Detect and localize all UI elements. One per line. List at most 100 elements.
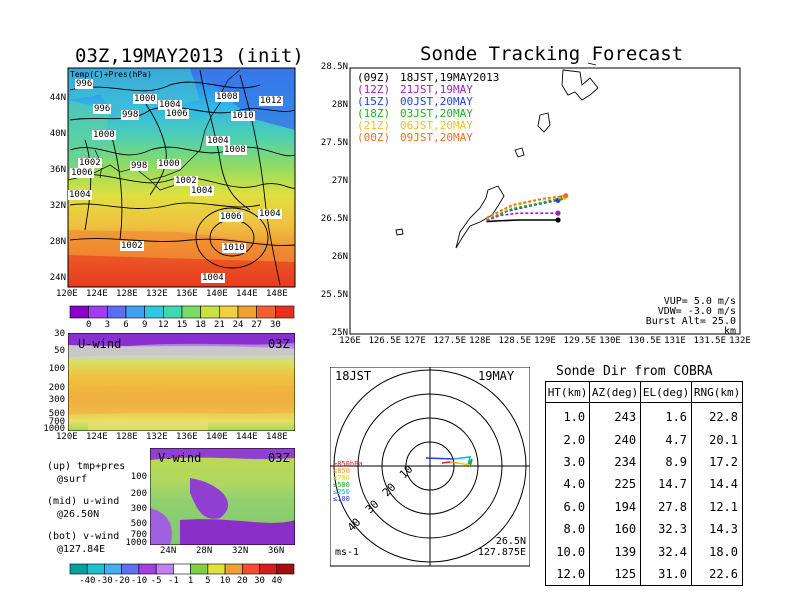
legend-label: 09JST,20MAY: [400, 131, 473, 144]
cell-el: 27.8: [640, 495, 693, 518]
isobar-label: 1004: [206, 136, 230, 146]
legend-code: (15Z): [357, 95, 391, 108]
vwind-y-tick: 500: [130, 519, 147, 529]
lat-tick: 40N: [49, 129, 66, 139]
cell-ht: 8.0: [544, 517, 591, 541]
track-series-line: [486, 194, 566, 219]
uwind-x-tick: 124E: [86, 432, 108, 442]
polar-rings: [330, 367, 530, 566]
cell-ht: 3.0: [544, 450, 591, 474]
legend-label: 00JST,20MAY: [400, 95, 473, 108]
track-title: Sonde Tracking Forecast: [420, 43, 684, 65]
cobra-title: Sonde Dir from COBRA: [556, 364, 713, 379]
cell-el: 4.7: [640, 428, 693, 451]
isobar-label: 1004: [158, 100, 182, 110]
cobra-row: 8.0 160 32.3 14.3: [544, 517, 743, 541]
cobra-row: 3.0 234 8.9 17.2: [544, 450, 743, 474]
uwind-x-tick: 144E: [236, 432, 258, 442]
level-legend-item: ≤100: [333, 495, 350, 503]
lat-tick: 32N: [49, 201, 66, 211]
track-lat-tick: 26.5N: [320, 214, 348, 224]
colorbar-tick: -10: [130, 576, 148, 586]
track-lon-tick: 127E: [404, 336, 426, 346]
colorbar-tick: 20: [236, 576, 248, 586]
colorbar-tick: 6: [123, 320, 129, 330]
isobar-lines: [69, 69, 296, 286]
uwind-x-tick: 132E: [146, 432, 168, 442]
uwind-x-tick: 148E: [266, 432, 288, 442]
level-legend-item: ≤700: [333, 474, 350, 482]
isobar-label: 1004: [190, 186, 214, 196]
vwind-y-tick: 100: [130, 472, 147, 482]
track-lines: [486, 193, 569, 223]
vwind-time: 03Z: [268, 451, 290, 465]
cell-rng: 17.2: [691, 450, 743, 474]
polar-lat: 26.5N: [495, 536, 526, 547]
isobar-label: 996: [93, 104, 112, 114]
colorbar-tick: 18: [195, 320, 207, 330]
cobra-table: HT(km) AZ(deg) EL(deg) RNG(km) 1.0 243 1.6…: [544, 381, 743, 587]
isobar-label: 996: [75, 79, 94, 89]
note-bot: (bot) v-wind: [47, 531, 120, 542]
lon-tick: 144E: [236, 289, 258, 299]
cell-el: 31.0: [640, 562, 693, 587]
lat-tick: 36N: [49, 165, 66, 175]
isobar-label: 1002: [78, 158, 102, 168]
lon-tick: 128E: [116, 289, 138, 299]
isobar-label: 1002: [120, 241, 144, 251]
isobar-label: 1004: [68, 190, 92, 200]
col-rng: RNG(km): [691, 381, 743, 403]
cell-el: 32.4: [640, 540, 693, 563]
lon-tick: 140E: [206, 289, 228, 299]
track-lat-tick: 26N: [331, 252, 348, 262]
track-series-line: [486, 197, 562, 221]
map-title: 03Z,19MAY2013 (init): [75, 45, 304, 67]
legend-code: (09Z): [357, 71, 391, 84]
colorbar-tick: 21: [213, 320, 225, 330]
level-legend-item: ≤850: [333, 467, 350, 475]
legend-code: (00Z): [357, 131, 391, 144]
cell-az: 234: [589, 450, 642, 474]
cell-rng: 20.1: [691, 428, 743, 451]
track-lat-tick: 28.5N: [320, 62, 348, 72]
colorbar-tick: 24: [232, 320, 244, 330]
track-series-line: [486, 196, 565, 220]
track-lon-tick: 128E: [469, 336, 491, 346]
colorbar-tick: -40: [79, 576, 96, 586]
isobar-label: 998: [130, 161, 149, 171]
level-legend-item: ≤500: [333, 481, 350, 489]
track-lon-tick: 128.5E: [498, 336, 532, 346]
cell-az: 194: [589, 495, 642, 518]
track-lon-tick: 129E: [534, 336, 556, 346]
isobar-label: 1010: [222, 243, 246, 253]
cell-az: 240: [589, 428, 642, 451]
legend-code: (18Z): [357, 107, 391, 120]
uwind-y-tick: 50: [54, 346, 65, 356]
cell-az: 243: [589, 402, 642, 429]
colorbar-tick: 30: [254, 576, 265, 586]
colorbar-tick: 9: [141, 320, 148, 330]
isobar-label: 1006: [70, 168, 94, 178]
track-lon-tick: 130E: [599, 336, 621, 346]
uwind-x-tick: 136E: [176, 432, 198, 442]
colorbar-tick: 3: [104, 320, 111, 330]
track-lat-tick: 27N: [331, 176, 348, 186]
param-burst: Burst Alt= 25.0 km: [645, 316, 736, 337]
col-az: AZ(deg): [589, 381, 642, 403]
panel-notes: (up) tmp+pres @surf (mid) u-wind @26.50N…: [47, 460, 125, 556]
track-series-end-point: [563, 193, 569, 199]
track-series-end-point: [555, 217, 561, 223]
colorbar-tick: -30: [96, 576, 113, 586]
track-lon-tick: 131.5E: [693, 336, 727, 346]
legend-label: 18JST,19MAY2013: [400, 71, 500, 84]
track-series-line: [486, 212, 558, 222]
uwind-y-tick: 1000: [43, 424, 65, 434]
vwind-x-tick: 36N: [268, 546, 285, 556]
track-series-end-point: [555, 210, 561, 216]
legend-label: 03JST,20MAY: [400, 107, 473, 120]
vwind-x-tick: 32N: [232, 546, 249, 556]
lon-tick: 136E: [176, 289, 198, 299]
note-mid: (mid) u-wind: [47, 496, 120, 507]
cell-ht: 2.0: [544, 428, 591, 451]
isobar-label: 1008: [215, 92, 239, 102]
